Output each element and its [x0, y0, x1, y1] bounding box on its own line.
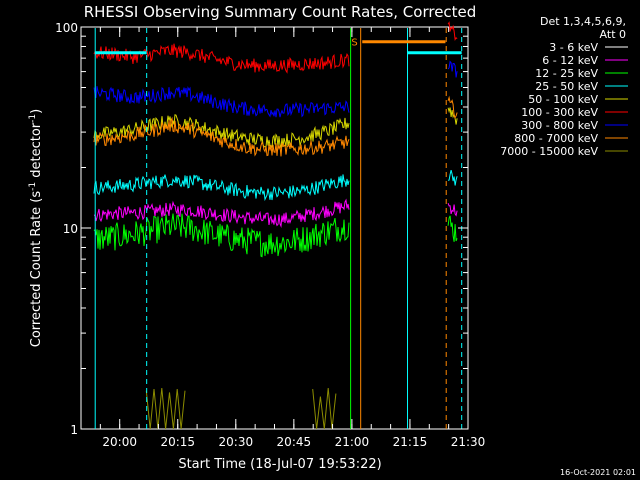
x-tick-label-1: 20:15 — [160, 435, 195, 449]
y-axis-label-sup1: -1 — [28, 182, 38, 191]
legend-label-2: 12 - 25 keV — [535, 67, 598, 80]
footer-date: 16-Oct-2021 02:01 — [560, 468, 636, 477]
legend-label-7: 800 - 7000 keV — [514, 132, 598, 145]
plot-frame — [80, 26, 469, 430]
legend-label-3: 25 - 50 keV — [535, 80, 598, 93]
series-1-segment-1 — [447, 203, 458, 217]
detector-info-line-1: Att 0 — [600, 28, 626, 41]
series-2-segment-1 — [447, 215, 458, 242]
y-axis-ticks: 1 10 100 — [55, 21, 468, 437]
markers-layer: S — [94, 28, 463, 429]
y-axis-label-end: ) — [29, 109, 44, 114]
series-8 — [145, 387, 337, 430]
saa-marker: S — [351, 38, 357, 49]
series-7-segment-1 — [447, 95, 458, 119]
series-4 — [93, 107, 458, 149]
detector-info-line-0: Det 1,3,4,5,6,9, — [540, 15, 626, 28]
x-tick-label-6: 21:30 — [451, 435, 486, 449]
series-4-segment-0 — [93, 114, 350, 149]
series-5-segment-0 — [93, 43, 350, 74]
x-tick-label-5: 21:15 — [393, 435, 428, 449]
detector-info: Det 1,3,4,5,6,9,Att 0 — [540, 15, 626, 41]
series-0-segment-1 — [447, 260, 458, 288]
series-7-segment-0 — [93, 116, 350, 157]
y-tick-label-1: 10 — [63, 222, 78, 236]
legend-label-8: 7000 - 15000 keV — [500, 145, 598, 158]
chart-title: RHESSI Observing Summary Count Rates, Co… — [84, 3, 477, 21]
y-axis-label: Corrected Count Rate (s-1 detector-1) — [28, 109, 44, 347]
y-axis-label-mid: detector — [29, 122, 44, 182]
legend-label-1: 6 - 12 keV — [542, 54, 598, 67]
y-axis-label-sup2: -1 — [28, 114, 38, 123]
series-layer — [93, 21, 458, 430]
y-axis-label-main: Corrected Count Rate (s — [29, 191, 44, 348]
legend-label-4: 50 - 100 keV — [528, 93, 598, 106]
x-axis-label: Start Time (18-Jul-07 19:53:22) — [178, 457, 381, 472]
x-tick-label-2: 20:30 — [219, 435, 254, 449]
series-7 — [93, 95, 458, 157]
series-6-segment-0 — [93, 85, 350, 118]
series-3-segment-0 — [93, 174, 350, 202]
series-5 — [93, 21, 458, 74]
series-2-segment-0 — [93, 213, 350, 258]
series-1 — [93, 198, 458, 229]
series-3 — [93, 169, 458, 202]
y-tick-label-2: 100 — [55, 21, 78, 35]
legend-label-6: 300 - 800 keV — [521, 119, 598, 132]
x-tick-label-4: 21:00 — [335, 435, 370, 449]
series-8-segment-1 — [312, 387, 337, 430]
legend-label-5: 100 - 300 keV — [521, 106, 598, 119]
series-1-segment-0 — [93, 198, 350, 229]
series-0-segment-0 — [93, 266, 350, 312]
series-3-segment-1 — [447, 169, 458, 186]
series-8-segment-0 — [145, 387, 186, 430]
x-tick-label-0: 20:00 — [102, 435, 137, 449]
series-0 — [93, 260, 458, 312]
series-5-segment-1 — [447, 21, 458, 42]
x-axis-ticks: 20:00 20:15 20:30 20:45 21:00 21:15 21:30 — [99, 27, 486, 449]
legend-label-0: 3 - 6 keV — [549, 41, 598, 54]
series-6-segment-1 — [447, 60, 458, 78]
y-tick-label-0: 1 — [70, 423, 78, 437]
series-4-segment-1 — [447, 107, 458, 125]
series-6 — [93, 60, 458, 118]
x-tick-label-3: 20:45 — [277, 435, 312, 449]
series-2 — [93, 213, 458, 258]
